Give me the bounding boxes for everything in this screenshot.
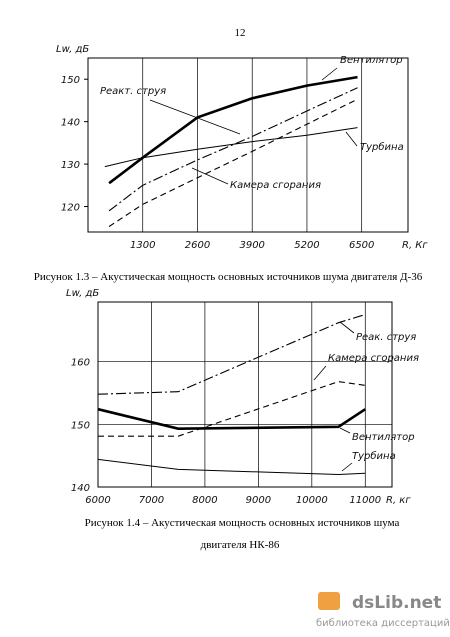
- leader-line: [339, 321, 355, 334]
- series-line: [98, 381, 366, 437]
- watermark: dsLib.net библиотека диссертаций: [316, 592, 450, 629]
- leader-line: [339, 427, 351, 434]
- x-tick-label: 8000: [192, 495, 217, 506]
- x-tick-label: 2600: [185, 240, 210, 251]
- caption: Рисунок 1.3 – Акустическая мощность осно…: [34, 271, 423, 283]
- y-axis-label: Lw, дБ: [56, 44, 89, 55]
- logo-icon: [318, 592, 340, 610]
- x-tick-label: 9000: [246, 495, 271, 506]
- x-axis-label: R, Кг: [402, 240, 428, 251]
- series-line: [97, 313, 366, 395]
- series-line: [97, 458, 366, 476]
- y-tick-label: 150: [61, 75, 80, 86]
- leader-line: [313, 365, 327, 381]
- y-tick-label: 140: [61, 118, 80, 129]
- series-label: Камера сгорания: [230, 180, 321, 191]
- series-label: Вентилятор: [340, 55, 403, 66]
- series-label: Турбина: [360, 141, 404, 153]
- series-label: Турбина: [352, 450, 396, 462]
- leader-line: [191, 167, 229, 185]
- y-tick-label: 150: [71, 420, 90, 431]
- caption: двигателя НК-86: [201, 539, 280, 551]
- leader-line: [345, 131, 358, 147]
- series-line: [97, 407, 367, 431]
- leader-line: [321, 67, 338, 81]
- x-tick-label: 1300: [130, 240, 155, 251]
- x-tick-label: 6500: [349, 240, 374, 251]
- x-tick-label: 11000: [349, 495, 381, 506]
- series-label: Реакт. струя: [100, 86, 166, 97]
- x-tick-label: 6000: [85, 495, 110, 506]
- series-line: [108, 98, 358, 227]
- page-number: 12: [235, 27, 246, 39]
- series-line: [104, 127, 358, 168]
- series-line: [108, 87, 358, 212]
- series-line: [108, 75, 358, 185]
- leader-line: [341, 462, 353, 472]
- series-label: Камера сгорания: [328, 353, 419, 364]
- x-tick-label: 10000: [296, 495, 328, 506]
- leader-line: [149, 99, 241, 135]
- y-tick-label: 130: [61, 160, 80, 171]
- x-tick-label: 5200: [294, 240, 319, 251]
- y-tick-label: 160: [71, 358, 90, 369]
- series-label: Реак. струя: [356, 332, 416, 343]
- caption: Рисунок 1.4 – Акустическая мощность осно…: [85, 517, 400, 529]
- brand: dsLib.net: [352, 593, 441, 613]
- plot-frame: [87, 57, 409, 233]
- tagline: библиотека диссертаций: [316, 618, 450, 629]
- y-tick-label: 120: [61, 203, 80, 214]
- x-tick-label: 7000: [139, 495, 164, 506]
- y-tick-label: 140: [71, 483, 90, 494]
- y-axis-label: Lw, дБ: [66, 288, 99, 299]
- x-tick-label: 3900: [239, 240, 264, 251]
- series-label: Вентилятор: [352, 432, 415, 443]
- x-axis-label: R, кг: [386, 495, 411, 506]
- plot-frame: [97, 301, 393, 488]
